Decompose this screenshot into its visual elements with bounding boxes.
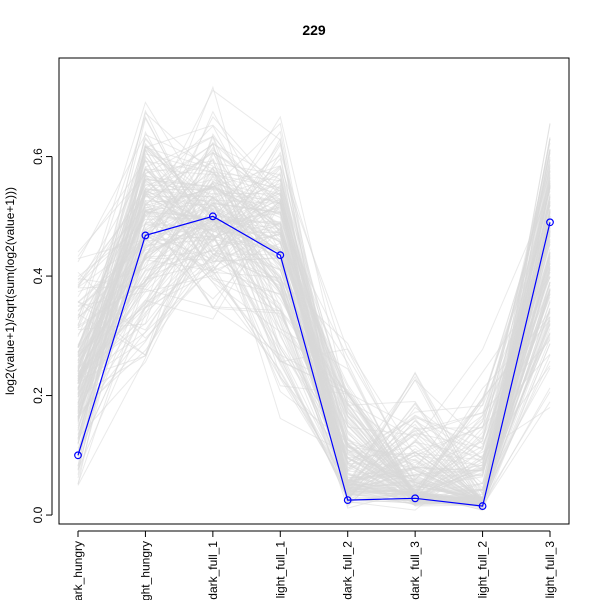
y-axis: 0.0 0.2 0.4 0.6: [31, 148, 53, 523]
x-tick-label: dark_full_1: [206, 541, 220, 600]
background-line: [77, 130, 551, 509]
background-line: [77, 178, 551, 482]
background-line: [77, 152, 551, 503]
data-point: [411, 494, 420, 503]
background-line: [77, 212, 551, 504]
data-point: [74, 451, 82, 460]
background-lines: [77, 85, 551, 511]
chart-title: 229: [302, 22, 326, 38]
background-line: [77, 168, 551, 488]
data-point: [208, 212, 217, 221]
background-line: [77, 204, 551, 489]
background-line: [77, 163, 551, 501]
x-tick-label: dark_hungry: [71, 541, 85, 600]
background-line: [77, 160, 551, 498]
x-tick-label: light_full_2: [476, 541, 490, 599]
highlight-series: [74, 212, 554, 510]
background-line: [77, 190, 551, 495]
y-tick-label: 0.2: [31, 387, 45, 404]
background-line: [77, 253, 551, 461]
plot-frame: [58, 57, 570, 525]
background-line: [77, 154, 551, 495]
y-axis-label: log2(value+1)/sqrt(sum(log2(value+1))): [3, 187, 17, 395]
x-axis: dark_hungry light_hungry dark_full_1 light_…: [71, 530, 557, 600]
y-tick-label: 0.0: [31, 506, 45, 523]
data-point: [276, 251, 285, 260]
y-tick-label: 0.6: [31, 148, 45, 165]
background-line: [77, 110, 551, 502]
data-point: [478, 502, 487, 510]
x-tick-label: light_full_3: [543, 541, 557, 599]
background-line: [77, 109, 551, 488]
x-tick-label: dark_full_2: [341, 541, 355, 600]
x-tick-label: light_hungry: [138, 541, 152, 600]
background-line: [77, 175, 551, 494]
background-line: [77, 204, 551, 493]
x-tick-label: light_full_1: [273, 541, 287, 599]
highlight-line: [77, 215, 551, 507]
background-line: [77, 219, 551, 503]
background-line: [77, 167, 551, 493]
data-point: [343, 496, 352, 505]
background-line: [77, 196, 551, 502]
background-line: [77, 168, 551, 495]
y-tick-label: 0.4: [31, 267, 45, 284]
data-point: [546, 218, 554, 227]
data-point: [141, 231, 150, 240]
x-tick-label: dark_full_3: [408, 541, 422, 600]
